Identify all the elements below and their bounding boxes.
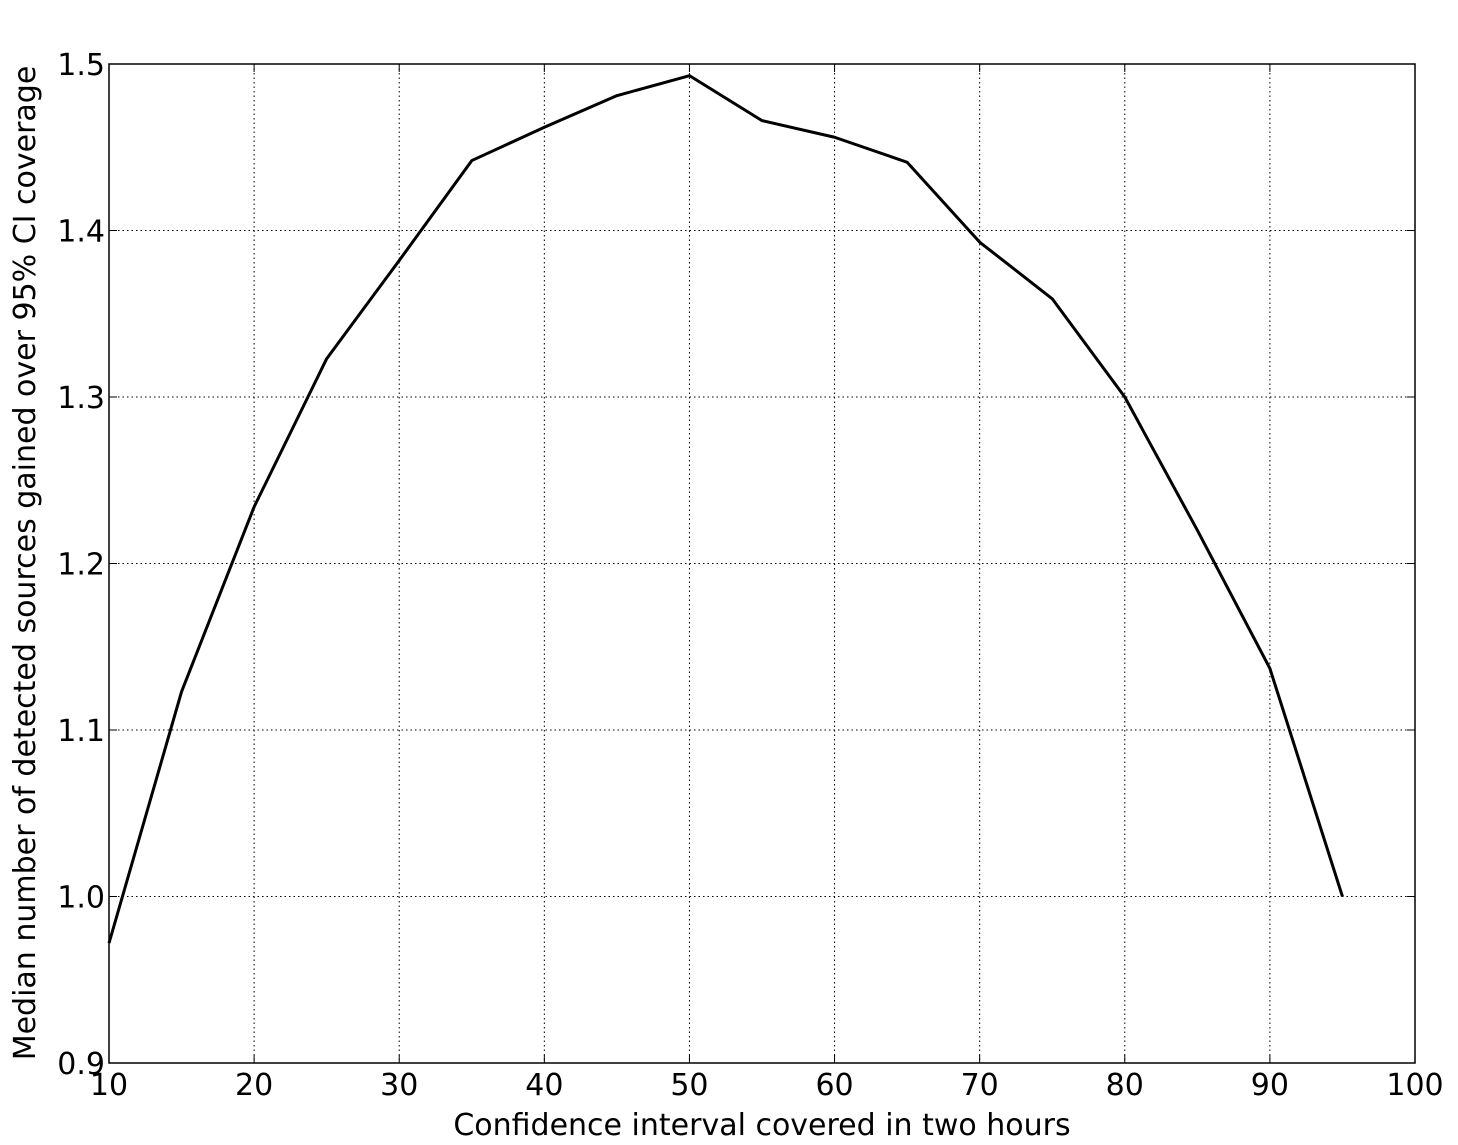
y-tick-label: 1.0	[57, 881, 105, 916]
x-tick-label: 40	[525, 1068, 563, 1103]
y-tick-label: 1.5	[57, 48, 105, 83]
plot-frame	[108, 63, 1416, 1064]
x-tick-label: 20	[235, 1068, 273, 1103]
y-tick-label: 1.1	[57, 714, 105, 749]
y-tick-label: 0.9	[57, 1047, 105, 1082]
x-axis-label: Confidence interval covered in two hours	[453, 1108, 1070, 1143]
x-tick-label: 50	[670, 1068, 708, 1103]
x-tick-label: 10	[90, 1068, 128, 1103]
x-tick-label: 100	[1386, 1068, 1443, 1103]
y-tick-label: 1.2	[57, 548, 105, 583]
x-tick-label: 90	[1251, 1068, 1289, 1103]
x-tick-label: 30	[380, 1068, 418, 1103]
x-tick-label: 60	[815, 1068, 853, 1103]
data-line	[107, 74, 1344, 944]
y-axis-label: Median number of detected sources gained…	[8, 66, 43, 1061]
y-tick-label: 1.3	[57, 381, 105, 416]
x-tick-label: 70	[961, 1068, 999, 1103]
x-tick-label: 80	[1106, 1068, 1144, 1103]
y-tick-label: 1.4	[57, 215, 105, 250]
